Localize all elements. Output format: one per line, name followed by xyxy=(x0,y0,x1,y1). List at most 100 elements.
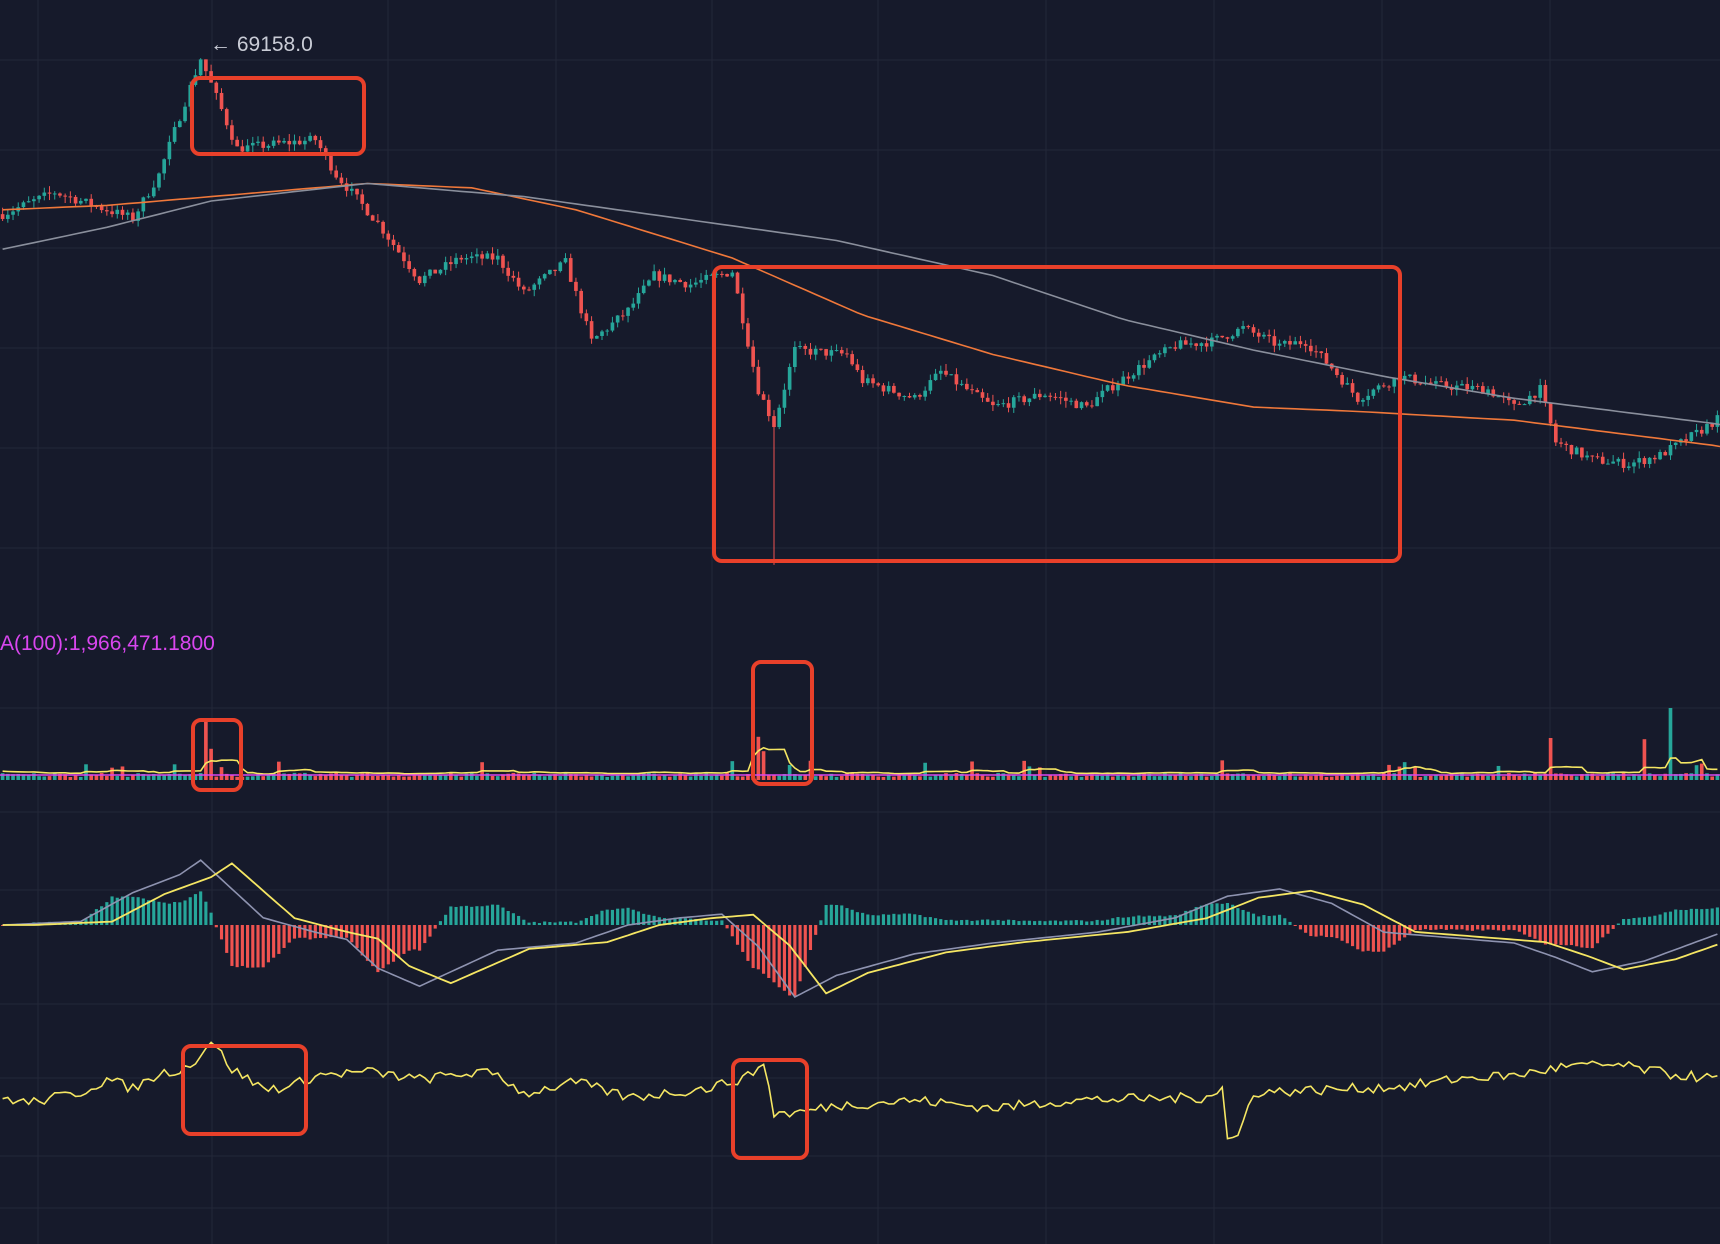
volume-bar xyxy=(667,776,672,780)
macd-histogram-bar xyxy=(266,925,270,963)
candle-body xyxy=(1647,457,1652,465)
macd-histogram-bar xyxy=(303,925,307,938)
volume-bar xyxy=(1137,773,1141,780)
macd-histogram-bar xyxy=(1278,914,1282,925)
macd-histogram-bar xyxy=(1220,903,1224,925)
macd-histogram-bar xyxy=(376,925,380,973)
macd-histogram-bar xyxy=(1178,914,1183,925)
volume-bar xyxy=(214,776,219,780)
volume-bar xyxy=(1366,774,1371,780)
volume-bar xyxy=(287,773,292,780)
macd-histogram-bar xyxy=(1559,925,1563,945)
macd-histogram-bar xyxy=(209,912,213,925)
volume-bar xyxy=(626,776,630,780)
macd-histogram-bar xyxy=(543,921,547,925)
macd-histogram-bar xyxy=(579,920,583,925)
volume-bar xyxy=(1199,773,1204,780)
candle-body xyxy=(1288,341,1292,345)
candle-body xyxy=(730,272,735,277)
candle-body xyxy=(1439,381,1443,383)
macd-histogram-bar xyxy=(949,919,953,925)
volume-bar xyxy=(1679,773,1683,780)
macd-histogram-bar xyxy=(1549,925,1553,945)
macd-histogram-bar xyxy=(1533,925,1537,939)
volume-bar xyxy=(1361,775,1365,780)
volume-bar xyxy=(433,775,438,780)
candle-body xyxy=(449,262,453,265)
macd-histogram-bar xyxy=(819,920,823,925)
candle-body xyxy=(1553,423,1558,443)
candle-body xyxy=(1043,395,1047,398)
oscillator-line xyxy=(2,1041,1718,1140)
macd-histogram-bar xyxy=(553,922,557,925)
highlight-box xyxy=(731,1058,809,1160)
volume-bar xyxy=(1705,773,1709,780)
volume-bar xyxy=(1079,776,1084,780)
max-price-label: ← 69158.0 xyxy=(210,33,313,56)
volume-bar xyxy=(1293,776,1298,780)
candle-body xyxy=(886,385,891,392)
volume-bar xyxy=(1183,775,1188,780)
macd-signal-line xyxy=(2,862,1718,995)
candle-body xyxy=(819,348,823,350)
macd-histogram-bar xyxy=(1392,925,1396,945)
volume-bar xyxy=(1527,776,1532,780)
volume-bar xyxy=(235,776,239,780)
volume-bar xyxy=(574,774,578,780)
volume-bar xyxy=(631,775,636,780)
volume-bar xyxy=(1611,773,1615,780)
volume-panel[interactable] xyxy=(0,672,1720,780)
volume-bar xyxy=(449,772,453,780)
oscillator-panel[interactable] xyxy=(2,1041,1718,1140)
candle-body xyxy=(323,148,328,155)
volume-bar xyxy=(329,773,333,780)
macd-histogram-bar xyxy=(1059,921,1063,925)
macd-histogram-bar xyxy=(1194,907,1198,925)
macd-histogram-bar xyxy=(636,911,641,925)
macd-histogram-bar xyxy=(1210,903,1214,925)
volume-bar xyxy=(16,773,21,780)
volume-bar xyxy=(391,776,396,780)
volume-bar xyxy=(1715,774,1720,780)
candle-body xyxy=(959,383,964,385)
macd-histogram-bar xyxy=(1580,925,1584,948)
volume-bar xyxy=(819,774,823,780)
candle-body xyxy=(667,274,672,283)
volume-bar xyxy=(407,776,411,780)
price-panel[interactable] xyxy=(0,58,1720,565)
macd-panel[interactable] xyxy=(1,859,1719,999)
volume-bar xyxy=(1105,774,1110,780)
macd-histogram-bar xyxy=(308,925,312,940)
volume-bar xyxy=(68,776,73,780)
volume-bar xyxy=(1204,776,1209,780)
candle-body xyxy=(349,188,354,191)
volume-bar xyxy=(1230,774,1235,780)
volume-bar xyxy=(344,775,349,780)
macd-histogram-bar xyxy=(522,919,526,925)
macd-histogram-bar xyxy=(110,896,114,925)
volume-bar xyxy=(297,773,302,780)
candle-body xyxy=(396,245,401,253)
volume-bar xyxy=(355,775,359,780)
volume-bar xyxy=(662,774,667,780)
macd-histogram-bar xyxy=(94,909,98,925)
volume-bar xyxy=(490,775,495,780)
volume-bar xyxy=(1439,775,1443,780)
macd-histogram-bar xyxy=(157,901,161,925)
candle-body xyxy=(1319,351,1324,354)
volume-bar xyxy=(78,776,83,780)
macd-histogram-bar xyxy=(1189,910,1193,925)
candle-body xyxy=(720,273,724,275)
candle-body xyxy=(798,345,802,347)
volume-bar xyxy=(303,772,307,780)
candle-body xyxy=(464,258,469,260)
volume-bar xyxy=(980,775,985,780)
macd-histogram-bar xyxy=(1642,917,1646,925)
volume-bar xyxy=(714,774,719,780)
macd-histogram-bar xyxy=(490,904,495,925)
macd-histogram-bar xyxy=(1184,910,1188,925)
candle-body xyxy=(704,274,709,280)
volume-bar xyxy=(94,775,99,780)
volume-bar xyxy=(1314,775,1318,780)
candle-body xyxy=(1053,396,1058,398)
